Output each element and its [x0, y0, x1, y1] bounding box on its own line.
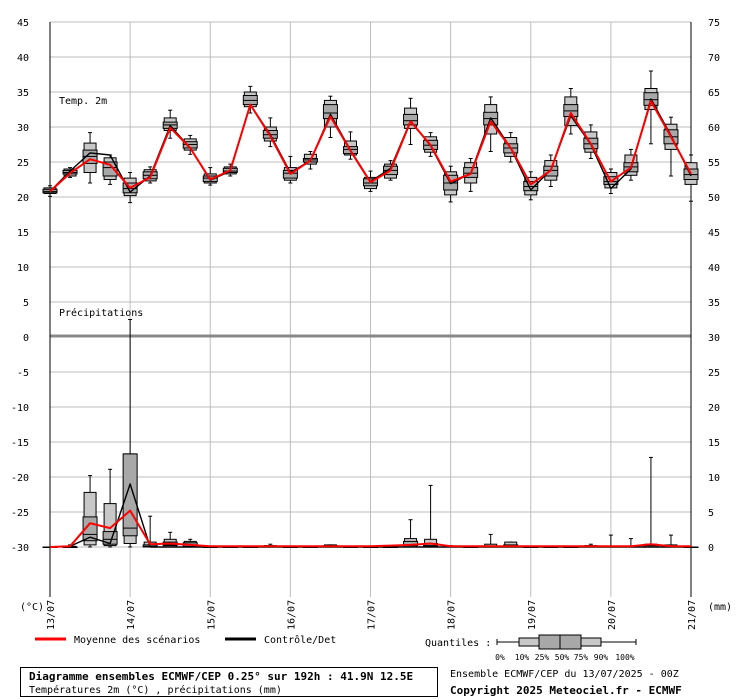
legend-quantile-box: 0% 10% 25% 50% 75% 90% 100%: [495, 634, 637, 662]
left-tick-label: 45: [17, 18, 29, 29]
right-tick-label: 10: [708, 473, 720, 484]
left-tick-label: 30: [17, 123, 29, 134]
legend-quantile-label: 0%: [495, 653, 505, 662]
temp-box-25-75: [403, 113, 419, 126]
date-label: 15/07: [206, 600, 217, 630]
legend-quantile-label: 50%: [555, 653, 570, 662]
precip-box: [122, 319, 138, 548]
date-label: 20/07: [607, 600, 618, 630]
precip-box: [102, 468, 118, 548]
left-tick-label: 10: [17, 263, 29, 274]
precip-mean-line: [49, 509, 691, 548]
date-label: 18/07: [447, 600, 458, 630]
legend-mean-label: Moyenne des scénarios: [74, 634, 200, 646]
precip-box: [423, 484, 439, 548]
legend-control-label: Contrôle/Det: [264, 634, 336, 646]
legend-quantiles-label: Quantiles :: [425, 638, 491, 649]
legend-quantile-label: 10%: [515, 653, 530, 662]
left-tick-label: 5: [23, 298, 29, 309]
chart-title: Diagramme ensembles ECMWF/CEP 0.25° sur …: [29, 670, 414, 683]
right-tick-label: 35: [708, 298, 720, 309]
chart-title-box: Diagramme ensembles ECMWF/CEP 0.25° sur …: [20, 667, 438, 697]
right-tick-label: 40: [708, 263, 720, 274]
legend: Moyenne des scénarios Contrôle/Det Quant…: [35, 634, 637, 662]
chart-subtitle: Températures 2m (°C) , précipitations (m…: [29, 685, 282, 696]
left-tick-label: 20: [17, 193, 29, 204]
date-label: 21/07: [687, 600, 698, 630]
right-tick-label: 0: [708, 543, 714, 554]
temp-box: [342, 131, 358, 160]
right-tick-label: 15: [708, 438, 720, 449]
left-tick-label: -15: [11, 438, 29, 449]
right-tick-label: 75: [708, 18, 720, 29]
precip-box: [483, 533, 499, 548]
right-tick-label: 70: [708, 53, 720, 64]
left-tick-label: 35: [17, 88, 29, 99]
date-label: 13/07: [46, 600, 57, 630]
left-tick-label: -20: [11, 473, 29, 484]
temp-box: [182, 134, 198, 155]
precip-box: [643, 456, 659, 548]
precip-box: [82, 475, 98, 548]
date-label: 17/07: [367, 600, 378, 630]
left-tick-label: -10: [11, 403, 29, 414]
left-tick-label: 40: [17, 53, 29, 64]
right-axis-unit-label: (mm): [708, 602, 732, 613]
left-tick-label: -25: [11, 508, 29, 519]
date-label: 16/07: [286, 600, 297, 630]
left-axis-unit-label: (°C): [20, 602, 44, 613]
precip-box-25-75: [122, 453, 138, 537]
date-label: 19/07: [527, 600, 538, 630]
right-tick-label: 25: [708, 368, 720, 379]
right-tick-label: 30: [708, 333, 720, 344]
run-info: Ensemble ECMWF/CEP du 13/07/2025 - 00Z: [450, 669, 679, 680]
left-tick-label: -5: [17, 368, 29, 379]
temp-box: [262, 117, 278, 148]
left-tick-label: 15: [17, 228, 29, 239]
series-lines: [49, 98, 692, 548]
right-tick-label: 20: [708, 403, 720, 414]
temp-mean-line: [49, 100, 692, 193]
precip-box: [403, 519, 419, 548]
temp-box: [242, 85, 258, 114]
temp-box: [523, 171, 539, 201]
legend-quantile-label: 25%: [535, 653, 550, 662]
right-tick-label: 55: [708, 158, 720, 169]
precip-box: [603, 534, 619, 548]
temp-panel-label: Temp. 2m: [59, 96, 107, 107]
right-tick-label: 5: [708, 508, 714, 519]
legend-quantile-label: 90%: [594, 653, 609, 662]
grid-layer: [49, 21, 692, 597]
left-tick-label: -30: [11, 543, 29, 554]
right-tick-label: 45: [708, 228, 720, 239]
right-tick-label: 60: [708, 123, 720, 134]
left-tick-label: 0: [23, 333, 29, 344]
precip-panel-label: Précipitations: [59, 307, 143, 319]
right-tick-label: 50: [708, 193, 720, 204]
date-label: 14/07: [126, 600, 137, 630]
legend-quantile-label: 100%: [615, 653, 634, 662]
copyright: Copyright 2025 Meteociel.fr - ECMWF: [450, 684, 682, 697]
legend-quantile-label: 75%: [574, 653, 589, 662]
right-tick-label: 65: [708, 88, 720, 99]
left-tick-label: 25: [17, 158, 29, 169]
